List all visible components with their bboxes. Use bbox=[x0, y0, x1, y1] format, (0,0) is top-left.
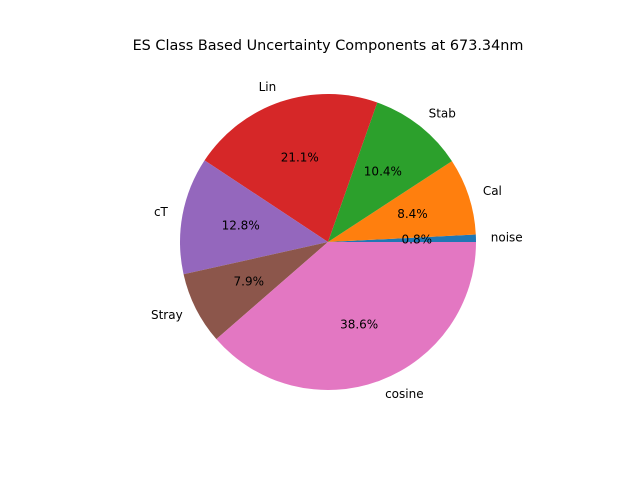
pie-slice-lin bbox=[204, 94, 378, 242]
pie-slice-ct bbox=[179, 160, 328, 275]
slice-percent-lin: 21.1% bbox=[281, 150, 319, 164]
pie-slice-cal bbox=[328, 161, 476, 242]
slice-percent-ct: 12.8% bbox=[222, 218, 260, 232]
slice-label-cal: Cal bbox=[483, 184, 502, 198]
pie-slice-stray bbox=[183, 242, 328, 340]
pie-slice-stab bbox=[328, 102, 452, 242]
slice-percent-cosine: 38.6% bbox=[340, 318, 378, 332]
pie-slice-noise bbox=[328, 234, 476, 242]
slice-percent-noise: 0.8% bbox=[402, 232, 433, 246]
slice-label-noise: noise bbox=[491, 230, 523, 244]
slice-label-stray: Stray bbox=[151, 308, 183, 322]
slice-percent-stray: 7.9% bbox=[234, 275, 265, 289]
slice-label-ct: cT bbox=[154, 205, 169, 219]
chart-title: ES Class Based Uncertainty Components at… bbox=[133, 38, 524, 54]
slice-label-cosine: cosine bbox=[385, 387, 424, 401]
pie-slices bbox=[179, 94, 476, 390]
slice-label-lin: Lin bbox=[259, 80, 277, 94]
slice-percent-stab: 10.4% bbox=[364, 165, 402, 179]
pie-slice-cosine bbox=[216, 242, 476, 390]
slice-label-stab: Stab bbox=[429, 106, 456, 120]
pie-labels: noise 0.8% Cal 8.4% Stab 10.4% Lin 21.1% cT 12.8%… bbox=[151, 80, 523, 401]
slice-percent-cal: 8.4% bbox=[397, 207, 428, 221]
